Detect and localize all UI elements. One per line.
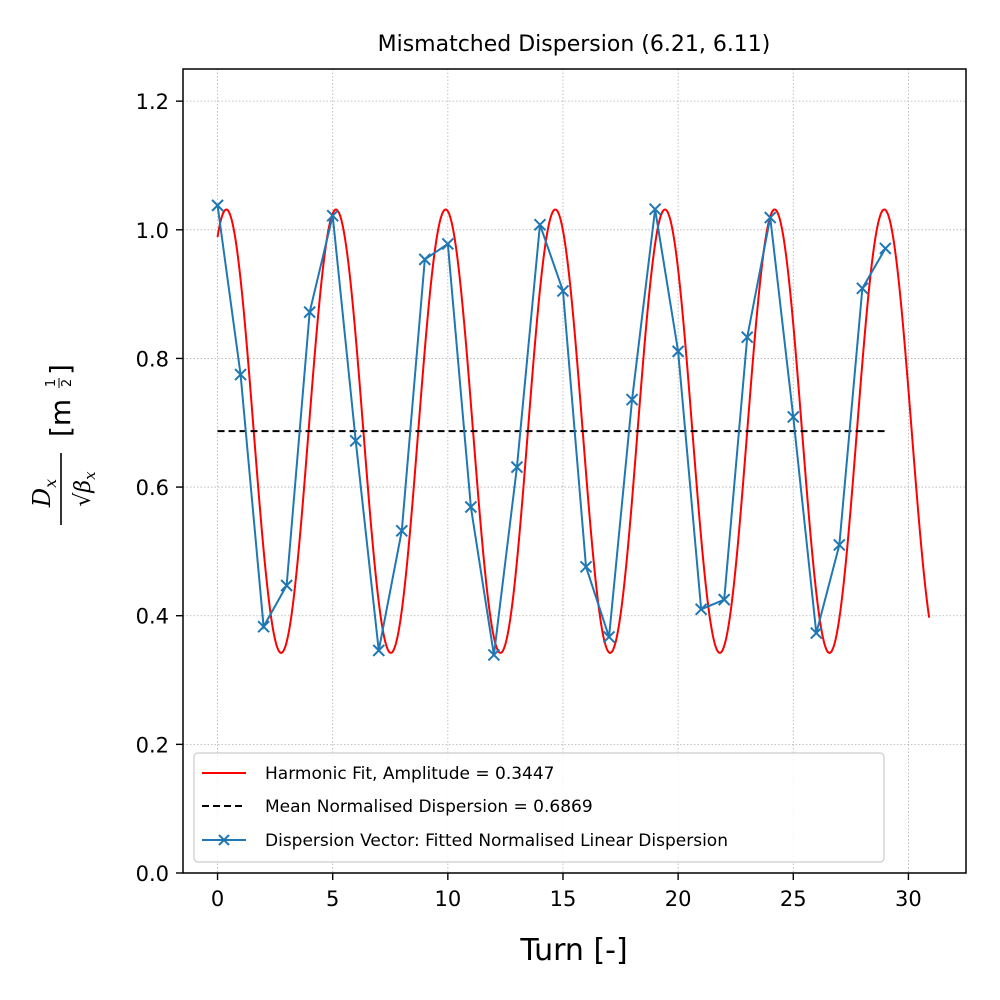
y-axis-label: Dx √βx [m 1 2 ] xyxy=(28,364,99,525)
y-tick-label: 0.4 xyxy=(136,605,169,629)
x-tick-label: 25 xyxy=(780,887,807,911)
dispersion-point xyxy=(510,460,524,474)
y-label-denominator: β xyxy=(71,480,96,494)
dispersion-point xyxy=(648,203,662,216)
y-tick-label: 0.8 xyxy=(136,347,169,371)
y-tick-label: 1.0 xyxy=(136,219,169,243)
dispersion-point xyxy=(856,282,869,295)
y-label-exp-num: 1 xyxy=(44,379,59,387)
y-tick-label: 0.6 xyxy=(136,476,169,500)
y-label-numerator-sub: x xyxy=(41,479,60,488)
dispersion-point xyxy=(257,620,270,633)
harmonic-fit-line xyxy=(216,208,931,654)
dispersion-point xyxy=(464,500,478,514)
dispersion-point xyxy=(579,560,593,574)
y-tick-label: 1.2 xyxy=(136,90,169,114)
x-tick-label: 15 xyxy=(550,887,577,911)
dispersion-point xyxy=(211,199,224,212)
y-label-exp-den: 2 xyxy=(60,379,75,387)
svg-text:Dx: Dx xyxy=(28,479,60,508)
legend-label-harmonic: Harmonic Fit, Amplitude = 0.3447 xyxy=(265,764,555,784)
legend-swatch-marker xyxy=(218,834,230,846)
dispersion-point xyxy=(787,410,800,424)
dispersion-point xyxy=(326,209,339,222)
x-tick-label: 10 xyxy=(434,887,461,911)
x-tick-label: 5 xyxy=(326,887,339,911)
axes-frame xyxy=(182,68,967,874)
dispersion-point xyxy=(441,237,455,251)
x-axis: 0 5 10 15 20 25 30 xyxy=(211,873,922,911)
y-label-sqrt: √ xyxy=(71,492,96,507)
dispersion-point xyxy=(694,603,708,616)
dispersion-point xyxy=(810,626,823,640)
dispersion-point xyxy=(533,218,547,231)
y-label-numerator: D xyxy=(28,488,56,508)
dispersion-point xyxy=(556,284,570,298)
dispersion-point xyxy=(372,644,385,657)
dispersion-point xyxy=(741,331,754,344)
dispersion-point xyxy=(303,305,316,319)
dispersion-point xyxy=(717,593,731,606)
svg-text:[m: [m xyxy=(44,399,77,437)
y-axis: 0.0 0.2 0.4 0.6 0.8 1.0 1.2 xyxy=(136,90,183,886)
dispersion-point xyxy=(234,368,247,381)
y-label-unit-close: ] xyxy=(44,364,77,375)
dispersion-point xyxy=(395,524,408,538)
dispersion-point xyxy=(602,630,616,644)
dispersion-point xyxy=(418,253,432,266)
legend-label-mean: Mean Normalised Dispersion = 0.6869 xyxy=(265,797,593,817)
x-axis-label: Turn [-] xyxy=(519,933,627,968)
y-label-denominator-sub: x xyxy=(81,471,99,480)
dispersion-point xyxy=(280,579,293,592)
x-tick-label: 0 xyxy=(211,887,224,911)
dispersion-point xyxy=(671,345,685,358)
dispersion-point xyxy=(487,648,501,662)
dispersion-point xyxy=(879,242,892,255)
legend: Harmonic Fit, Amplitude = 0.3447 Mean No… xyxy=(193,752,885,863)
dispersion-point xyxy=(349,434,362,447)
y-label-unit-open: [m xyxy=(44,399,77,437)
dispersion-vector-line xyxy=(216,205,887,656)
y-tick-label: 0.0 xyxy=(136,862,169,886)
x-tick-label: 30 xyxy=(895,887,922,911)
x-tick-label: 20 xyxy=(665,887,692,911)
svg-text:√βx: √βx xyxy=(71,471,99,507)
dispersion-point xyxy=(833,538,846,552)
chart-title: Mismatched Dispersion (6.21, 6.11) xyxy=(378,32,771,57)
dispersion-point xyxy=(764,211,777,224)
y-tick-label: 0.2 xyxy=(136,733,169,757)
dispersion-point xyxy=(625,393,639,406)
legend-label-dispersion: Dispersion Vector: Fitted Normalised Lin… xyxy=(265,831,728,851)
plot-area xyxy=(211,199,931,662)
